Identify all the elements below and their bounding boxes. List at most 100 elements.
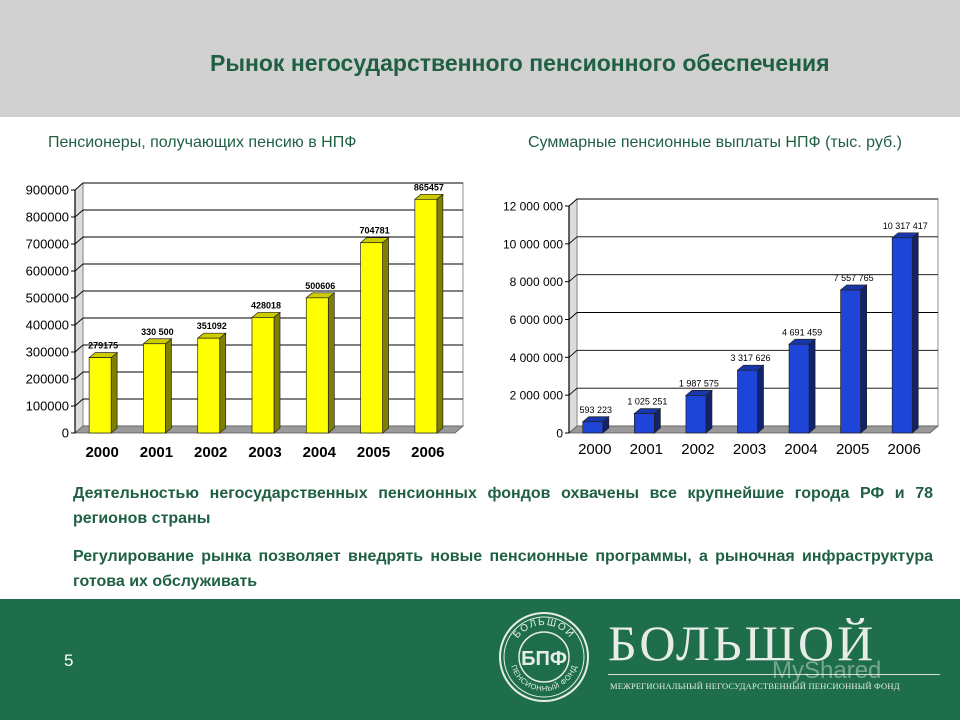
- gridline-side: [74, 371, 84, 380]
- footer-band: 5 БОЛЬШОЙ ПЕНСИОННЫЙ ФОНД БПФ БОЛЬШОЙ МЕ…: [0, 599, 960, 720]
- bar: [684, 389, 713, 434]
- bar-front: [414, 198, 438, 434]
- bar-front: [143, 343, 166, 434]
- bar-value-label: 3 317 626: [730, 353, 770, 363]
- bar: [633, 407, 662, 434]
- bar-front: [305, 297, 329, 434]
- y-tick-label: 300000: [26, 345, 69, 360]
- bar-side: [705, 389, 713, 434]
- gridline-side: [74, 182, 84, 191]
- x-tick-label: 2003: [248, 444, 281, 461]
- bar: [788, 338, 817, 434]
- bar-front: [197, 337, 221, 434]
- bar: [251, 311, 281, 434]
- y-tick-label: 0: [556, 427, 563, 441]
- bar-value-label: 10 317 417: [883, 221, 928, 231]
- paragraph-coverage: Деятельностью негосударственных пенсионн…: [73, 485, 933, 527]
- x-tick-label: 2001: [630, 441, 663, 458]
- x-tick-label: 2004: [784, 441, 817, 458]
- x-tick-label: 2004: [303, 444, 337, 461]
- bar-side: [808, 338, 816, 434]
- header-band: Рынок негосударственного пенсионного обе…: [0, 0, 960, 117]
- bar-side: [382, 236, 389, 434]
- bar-value-label: 4 691 459: [782, 327, 822, 337]
- bar: [736, 364, 765, 434]
- bar-front: [840, 289, 861, 434]
- x-tick-label: 2000: [85, 444, 118, 461]
- bar: [839, 284, 868, 434]
- brand-name: БОЛЬШОЙ: [608, 615, 877, 671]
- y-tick-label: 10 000 000: [503, 237, 563, 251]
- bar-value-label: 865457: [414, 182, 444, 192]
- gridline-side: [568, 198, 578, 207]
- bar-front: [88, 357, 112, 434]
- y-tick-label: 900000: [26, 183, 69, 198]
- bar-value-label: 704781: [360, 226, 390, 236]
- y-tick-label: 600000: [26, 264, 69, 279]
- bar-value-label: 1 025 251: [627, 397, 667, 407]
- y-tick-label: 8 000 000: [510, 275, 564, 289]
- bar-value-label: 500606: [305, 281, 335, 291]
- gridline-side: [74, 236, 84, 245]
- bar-side: [436, 193, 444, 434]
- bar-side: [165, 338, 172, 434]
- bar-side: [273, 311, 281, 434]
- bar-value-label: 428018: [251, 300, 281, 310]
- paragraph-regulation: Регулирование рынка позволяет внедрять н…: [73, 548, 933, 590]
- chart1-title: Пенсионеры, получающих пенсию в НПФ: [48, 134, 357, 151]
- bar-value-label: 279175: [88, 341, 118, 351]
- bar: [359, 236, 390, 434]
- y-tick-label: 200000: [26, 372, 69, 387]
- chart2-title: Суммарные пенсионные выплаты НПФ (тыс. р…: [528, 134, 902, 151]
- watermark: MyShared: [772, 657, 882, 684]
- y-tick-label: 2 000 000: [510, 389, 564, 403]
- bar: [142, 338, 173, 434]
- y-tick-label: 800000: [26, 210, 69, 225]
- gridline-side: [568, 236, 578, 245]
- y-tick-label: 6 000 000: [510, 313, 564, 327]
- bar-value-label: 351092: [197, 321, 227, 331]
- bar: [88, 351, 119, 434]
- bar: [196, 332, 227, 434]
- svg-text:БПФ: БПФ: [521, 648, 567, 670]
- bar-side: [219, 332, 227, 434]
- bar: [305, 292, 336, 434]
- fund-seal-logo: БОЛЬШОЙ ПЕНСИОННЫЙ ФОНД БПФ: [499, 612, 589, 702]
- x-tick-label: 2003: [733, 441, 766, 458]
- bar: [891, 232, 920, 434]
- y-tick-label: 12 000 000: [503, 200, 563, 214]
- bar-side: [327, 292, 335, 434]
- bar-side: [911, 232, 919, 434]
- pensioners-bar-chart: 0 100000 200000 300000 400000 500000 600000 700…: [26, 182, 465, 461]
- y-tick-label: 700000: [26, 237, 69, 252]
- plot-side-wall: [74, 182, 84, 434]
- bar: [413, 193, 444, 434]
- y-tick-label: 500000: [26, 291, 69, 306]
- x-tick-label: 2005: [836, 441, 869, 458]
- bar-side: [757, 364, 764, 434]
- bar-value-label: 593 223: [580, 405, 613, 415]
- gridline-side: [74, 398, 84, 407]
- gridline-side: [568, 312, 578, 320]
- y-tick-label: 0: [62, 426, 69, 441]
- x-tick-label: 2005: [357, 444, 390, 461]
- bar-front: [251, 317, 275, 434]
- bar-front: [634, 413, 655, 434]
- bar-value-label: 1 987 575: [679, 378, 719, 388]
- bar-value-label: 7 557 765: [834, 273, 874, 283]
- bar-side: [110, 351, 118, 434]
- bar-front: [891, 237, 913, 434]
- y-tick-label: 400000: [26, 318, 69, 333]
- gridline-side: [74, 344, 84, 353]
- payments-bar-chart: 0 2 000 000 4 000 000 6 000 000 8 000 000 10 …: [503, 198, 940, 458]
- y-tick-label: 100000: [26, 399, 69, 414]
- bar-value-label: 330 500: [141, 327, 174, 337]
- bar-front: [582, 421, 604, 434]
- gridline-side: [74, 209, 84, 218]
- gridline-side: [568, 349, 578, 358]
- x-tick-label: 2006: [411, 444, 444, 461]
- gridline-side: [74, 317, 84, 326]
- bar: [581, 416, 610, 434]
- x-tick-label: 2000: [578, 441, 611, 458]
- gridline-side: [568, 274, 578, 283]
